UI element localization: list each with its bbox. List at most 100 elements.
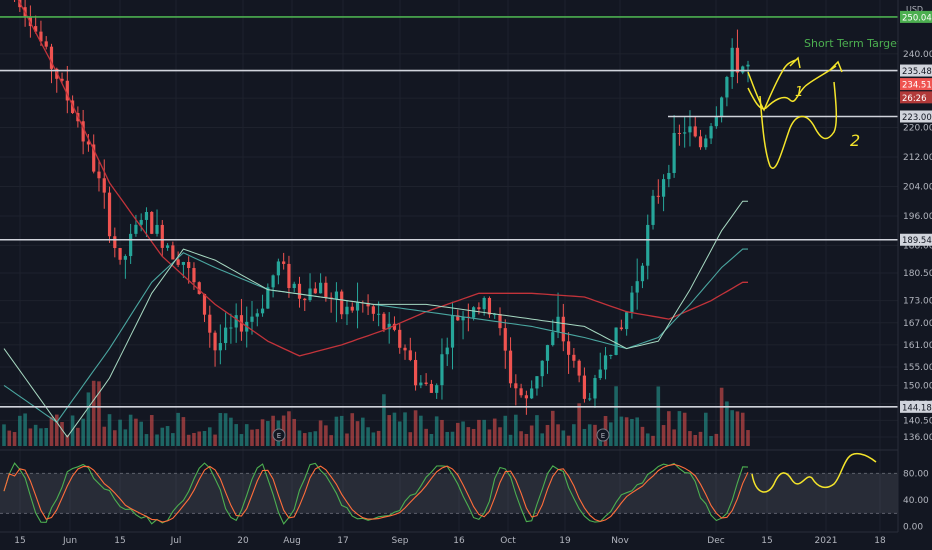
volume-bar: [619, 416, 624, 446]
volume-bar: [445, 431, 450, 446]
price-label: 250.04: [902, 13, 932, 23]
candle-body: [661, 179, 666, 197]
volume-bar: [81, 418, 85, 446]
candle-body: [656, 195, 660, 197]
candle-body: [176, 259, 180, 265]
volume-bar: [324, 425, 328, 446]
candle-body: [419, 382, 423, 386]
scenario-arrow-1: [789, 56, 801, 69]
volume-bar: [139, 421, 143, 446]
candle-body: [86, 141, 91, 145]
candle-body: [308, 288, 312, 301]
candle-body: [424, 382, 428, 384]
volume-bar: [149, 415, 154, 446]
candle-body: [667, 172, 671, 180]
candle-body: [477, 307, 481, 310]
volume-bar: [397, 421, 402, 446]
candle-body: [129, 233, 133, 257]
short-term-target-label: Short Term Target: [804, 37, 902, 50]
candle-body: [672, 132, 676, 173]
ma-red-line: [17, 0, 748, 357]
volume-bar: [677, 411, 682, 446]
volume-bar: [698, 431, 703, 446]
volume-bar: [7, 430, 12, 446]
volume-bar: [424, 428, 428, 446]
volume-bar: [44, 427, 49, 446]
volume-bar: [218, 412, 223, 446]
candle-body: [435, 385, 439, 393]
candle-body: [197, 282, 201, 294]
volume-bar: [640, 426, 645, 446]
volume-bar: [645, 433, 650, 446]
candle-body: [271, 275, 275, 288]
candle-body: [625, 312, 629, 330]
candle-body: [334, 291, 339, 300]
time-tick: 15: [761, 536, 772, 546]
volume-bar: [2, 424, 6, 446]
price-label-bg: [900, 110, 932, 123]
currency-label: USD: [906, 5, 923, 14]
price-label: 144.18: [902, 403, 932, 413]
candle-body: [603, 355, 608, 370]
candle-body: [355, 302, 360, 311]
volume-bar: [12, 432, 17, 446]
earnings-marker: [272, 428, 286, 442]
candle-body: [693, 126, 697, 137]
candle-body: [92, 144, 96, 172]
candle-body: [577, 360, 581, 376]
time-tick: 2021: [815, 536, 838, 546]
volume-bar: [192, 432, 196, 446]
candle-body: [250, 316, 254, 322]
candle-body: [107, 192, 112, 237]
volume-bar: [181, 417, 186, 446]
candle-body: [44, 41, 48, 47]
volume-bar: [118, 419, 122, 446]
candle-body: [582, 375, 587, 399]
candle-body: [720, 97, 724, 117]
candle-body: [429, 383, 434, 393]
candle-body: [551, 332, 555, 346]
volume-bar: [503, 415, 508, 446]
candle-body: [192, 268, 196, 283]
oscillator-projection: [751, 452, 877, 493]
scenario-label-2: 2: [850, 131, 860, 150]
scenario-path-2: [759, 81, 838, 169]
volume-bar: [455, 422, 460, 446]
volume-bar: [477, 419, 481, 446]
candle-body: [566, 341, 571, 355]
earnings-letter: E: [277, 432, 281, 440]
volume-bar: [60, 422, 64, 446]
volume-bar: [165, 426, 170, 446]
price-label: 223.00: [902, 113, 932, 123]
volume-bar: [292, 418, 297, 446]
oscillator-tick: 40.00: [903, 496, 929, 506]
candle-body: [287, 263, 291, 289]
volume-bar: [487, 429, 492, 446]
volume-bar: [123, 429, 128, 446]
volume-bar: [471, 428, 476, 446]
candle-body: [493, 314, 497, 316]
candle-body: [503, 328, 507, 351]
volume-bar: [244, 424, 249, 446]
volume-bar: [113, 430, 117, 446]
volume-bar: [297, 430, 302, 446]
volume-bar: [635, 417, 639, 446]
candle-body: [487, 297, 492, 315]
volume-bar: [313, 431, 318, 446]
candle-body: [49, 46, 54, 69]
volume-bar: [498, 427, 502, 446]
volume-bar: [266, 421, 270, 446]
time-axis[interactable]: 15 Jun 15 Jul 20 Aug 17 Sep 16 Oct 19 Nov Dec 15 2021 1…: [14, 536, 886, 546]
volume-bar: [450, 431, 455, 446]
volume-bar: [107, 414, 112, 446]
volume-bar: [102, 426, 107, 446]
volume-bar: [508, 434, 513, 446]
candle-body: [377, 313, 381, 315]
volume-bar: [18, 415, 22, 446]
candle-body: [403, 347, 407, 351]
volume-bar: [350, 413, 355, 446]
candle-body: [150, 211, 154, 234]
volume-bar: [23, 413, 27, 446]
candles: [14, 0, 750, 415]
